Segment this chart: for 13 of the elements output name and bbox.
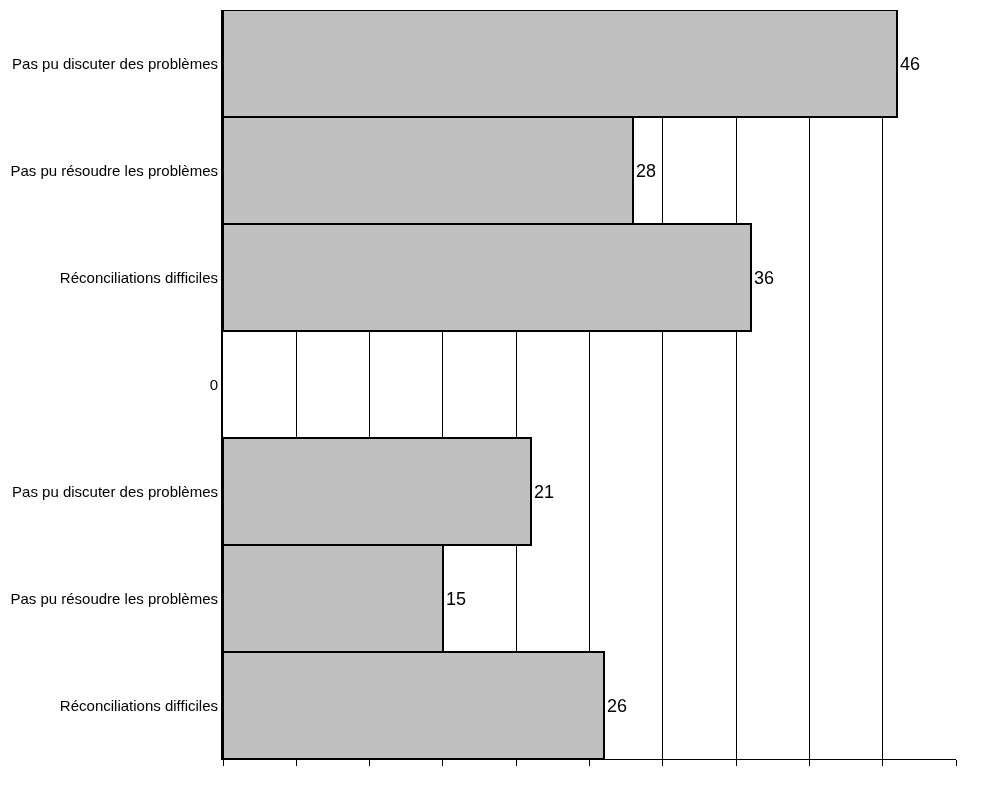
y-tick-label: 0	[209, 375, 218, 393]
y-tick-label: Pas pu discuter des problèmes	[12, 54, 218, 72]
y-tick-label: Pas pu résoudre les problèmes	[10, 161, 218, 179]
data-label: 21	[534, 481, 555, 502]
data-label: 15	[446, 588, 467, 609]
y-tick-label: Réconciliations difficiles	[59, 696, 218, 714]
y-tick-label: Pas pu résoudre les problèmes	[10, 589, 218, 607]
data-label: 26	[607, 695, 628, 716]
y-tick-label: Pas pu discuter des problèmes	[12, 482, 218, 500]
data-label: 28	[636, 160, 657, 181]
data-label: 36	[754, 267, 775, 288]
y-tick-label: Réconciliations difficiles	[59, 268, 218, 286]
data-label: 46	[900, 53, 921, 74]
